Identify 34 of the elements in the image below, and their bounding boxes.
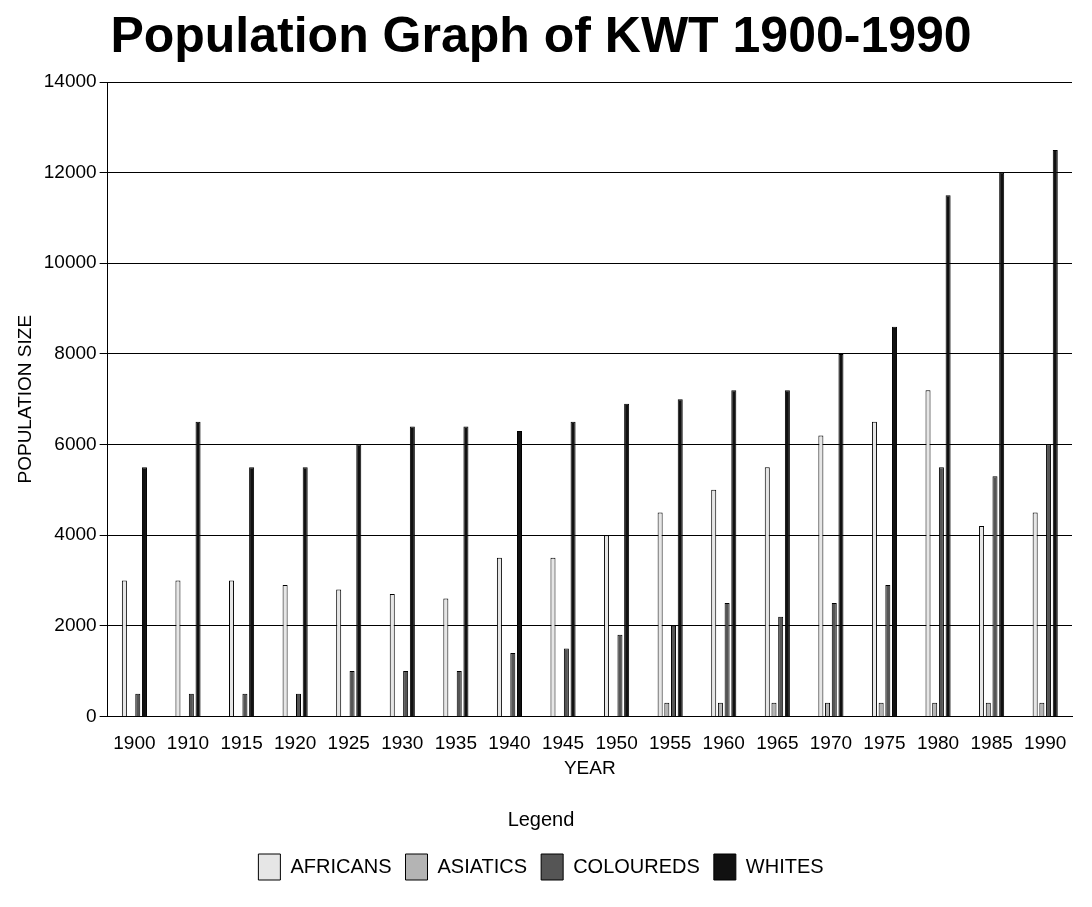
y-tick-label: 4000 <box>54 523 97 545</box>
x-tick-label: 1940 <box>488 732 531 754</box>
x-axis-title: YEAR <box>563 756 616 778</box>
legend-label: ASIATICS <box>437 854 528 877</box>
x-tick-label: 1980 <box>916 732 960 754</box>
x-tick-label: 1990 <box>1024 732 1067 754</box>
chart-title: Population Graph of KWT 1900-1990 <box>110 6 972 63</box>
legend-label: WHITES <box>745 854 824 877</box>
x-tick-label: 1945 <box>541 732 585 754</box>
x-tick-label: 1915 <box>220 732 263 754</box>
y-axis-title: POPULATION SIZE <box>13 314 35 484</box>
legend-title: Legend <box>507 807 575 830</box>
x-tick-label: 1960 <box>702 732 745 754</box>
y-tick-label: 12000 <box>43 160 97 182</box>
x-tick-label: 1970 <box>809 732 853 754</box>
legend-label: COLOUREDS <box>573 854 700 877</box>
y-tick-label: 6000 <box>54 432 97 454</box>
x-tick-label: 1900 <box>113 732 156 754</box>
x-tick-label: 1920 <box>274 732 317 754</box>
y-tick-label: 8000 <box>54 342 97 364</box>
x-tick-label: 1950 <box>595 732 638 754</box>
x-tick-label: 1965 <box>756 732 799 754</box>
x-tick-label: 1985 <box>970 732 1013 754</box>
x-tick-label: 1910 <box>166 732 210 754</box>
y-tick-label: 0 <box>86 704 97 726</box>
x-tick-label: 1930 <box>381 732 424 754</box>
legend-label: AFRICANS <box>290 854 392 877</box>
y-tick-label: 10000 <box>43 251 97 273</box>
y-tick-label: 2000 <box>54 614 97 636</box>
y-tick-label: 14000 <box>43 70 97 92</box>
x-tick-label: 1975 <box>863 732 906 754</box>
x-tick-label: 1925 <box>327 732 370 754</box>
x-tick-label: 1955 <box>649 732 692 754</box>
x-tick-label: 1935 <box>434 732 478 754</box>
